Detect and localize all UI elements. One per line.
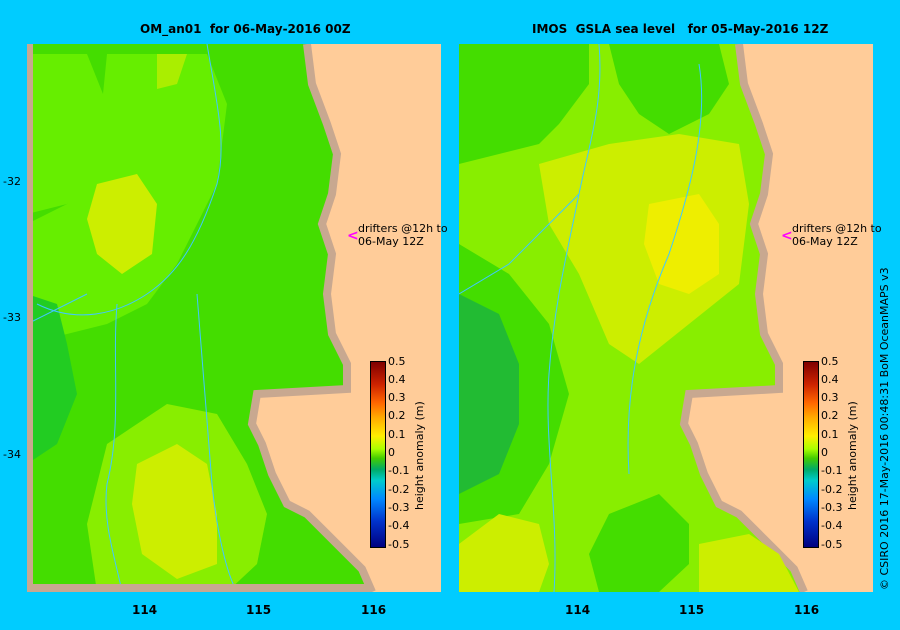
right-drifter-arrow-icon: < [781,228,793,244]
lat-tick-label: -33 [3,311,21,324]
colorbar-tick: -0.5 [821,538,843,551]
lon-tick-label: 114 [132,603,158,617]
colorbar-tick: 0.3 [821,391,839,404]
left-drifter-label: drifters @12h to 06-May 12Z [358,222,448,248]
colorbar-tick: 0.2 [821,409,839,422]
colorbar-tick: -0.1 [821,464,843,477]
colorbar-tick: 0.5 [388,355,406,368]
lon-tick-label: 115 [246,603,272,617]
colorbar-tick: 0.5 [821,355,839,368]
lat-tick-label: -34 [3,448,21,461]
lon-tick-label: 116 [361,603,387,617]
colorbar-tick: 0.1 [388,428,406,441]
right-colorbar [803,361,819,548]
colorbar-tick: 0.2 [388,409,406,422]
right-drifter-label: drifters @12h to 06-May 12Z [792,222,882,248]
colorbar-tick: -0.4 [388,519,410,532]
left-map-title: OM_an01 for 06-May-2016 00Z [140,22,351,36]
right-map-panel [459,44,873,592]
colorbar-tick: 0.1 [821,428,839,441]
colorbar-tick: 0.3 [388,391,406,404]
colorbar-tick: -0.3 [388,501,410,514]
colorbar-tick: 0.4 [388,373,406,386]
right-map-title: IMOS GSLA sea level for 05-May-2016 12Z [532,22,829,36]
left-colorbar-title: height anomaly (m) [413,401,426,510]
lon-tick-label: 116 [794,603,820,617]
right-drifter-label-line2: 06-May 12Z [792,235,858,248]
colorbar-tick: -0.5 [388,538,410,551]
colorbar-tick: 0 [821,446,828,459]
left-drifter-label-line2: 06-May 12Z [358,235,424,248]
colorbar-tick: -0.3 [821,501,843,514]
lon-tick-label: 115 [679,603,705,617]
left-drifter-arrow-icon: < [347,228,359,244]
colorbar-tick: -0.2 [821,483,843,496]
left-map-panel [27,44,441,592]
lon-tick-label: 114 [565,603,591,617]
colorbar-tick: 0 [388,446,395,459]
right-colorbar-title: height anomaly (m) [846,401,859,510]
colorbar-tick: -0.1 [388,464,410,477]
left-map-svg [27,44,376,592]
colorbar-tick: 0.4 [821,373,839,386]
right-drifter-label-line1: drifters @12h to [792,222,882,235]
lat-tick-label: -32 [3,175,21,188]
left-colorbar [370,361,386,548]
credit-text: © CSIRO 2016 17-May-2016 00:48:31 BoM Oc… [878,267,891,590]
left-drifter-label-line1: drifters @12h to [358,222,448,235]
right-map-svg [459,44,808,592]
colorbar-tick: -0.4 [821,519,843,532]
colorbar-tick: -0.2 [388,483,410,496]
